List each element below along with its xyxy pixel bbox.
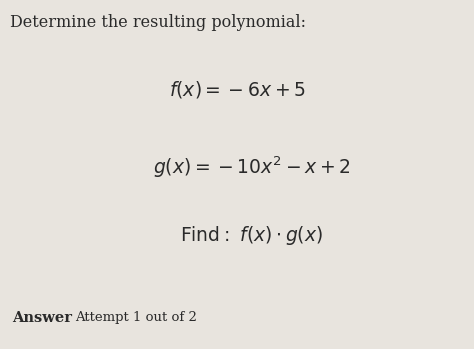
Text: Attempt 1 out of 2: Attempt 1 out of 2 (75, 311, 197, 324)
Text: Determine the resulting polynomial:: Determine the resulting polynomial: (10, 14, 306, 31)
Text: $g(x) = -10x^2 - x + 2$: $g(x) = -10x^2 - x + 2$ (153, 154, 351, 179)
Text: Answer: Answer (12, 311, 72, 325)
Text: $\mathrm{Find:}\ f(x) \cdot g(x)$: $\mathrm{Find:}\ f(x) \cdot g(x)$ (181, 224, 324, 247)
Text: $f(x) = -6x + 5$: $f(x) = -6x + 5$ (169, 79, 305, 100)
